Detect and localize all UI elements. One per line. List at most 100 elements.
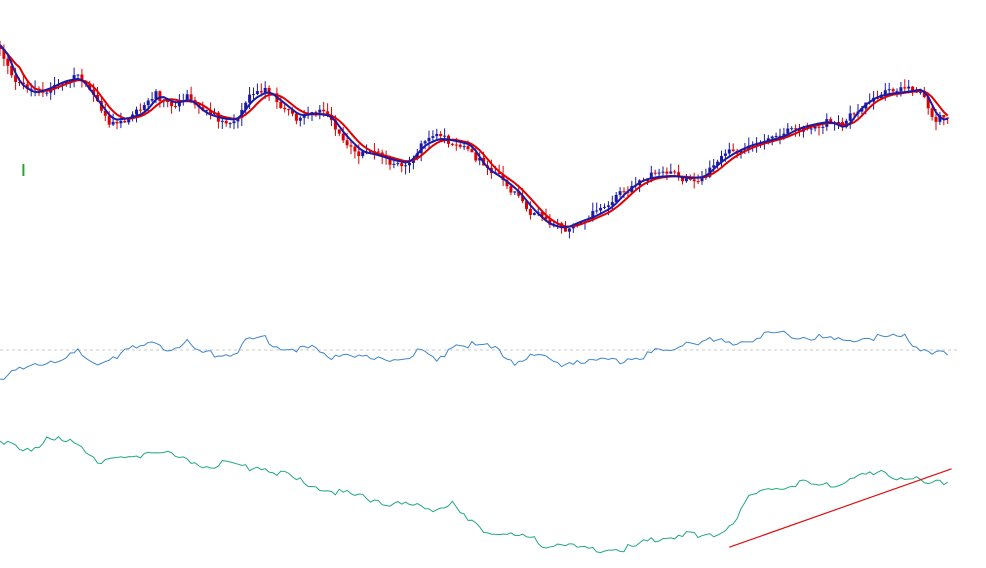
candle-body (337, 129, 341, 134)
candle-body (821, 126, 825, 128)
candle-body (314, 112, 318, 114)
candle-body (29, 88, 33, 90)
candle-body (450, 143, 454, 145)
candle-body (918, 91, 922, 93)
candle-body (177, 101, 181, 107)
candle-body (80, 74, 84, 82)
candle-body (614, 194, 618, 203)
candle-body (544, 216, 548, 220)
candle-body (606, 205, 610, 207)
candle-body (903, 87, 907, 89)
candle-body (532, 213, 536, 215)
candle-body (891, 89, 895, 92)
candle-body (435, 134, 439, 137)
candle-body (259, 91, 263, 93)
candle-body (158, 91, 162, 102)
candle-body (946, 117, 950, 119)
candle-body (517, 191, 521, 196)
candle-body (564, 228, 567, 232)
candle-body (809, 128, 813, 130)
moving-average-slow (0, 44, 949, 228)
candle-body (166, 100, 170, 103)
candle-body (119, 120, 123, 124)
candle-body (88, 84, 92, 90)
candle-body (10, 65, 14, 76)
candle-body (513, 191, 517, 193)
candle-body (209, 110, 213, 115)
candle-body (76, 74, 80, 76)
candle-body (657, 172, 661, 174)
candle-body (673, 171, 677, 173)
candle-body (72, 75, 76, 82)
candle-body (829, 119, 833, 123)
candle-body (790, 128, 794, 130)
candle-body (887, 89, 891, 91)
candle-body (14, 75, 18, 82)
candle-body (942, 115, 946, 118)
candle-body (154, 91, 158, 100)
candle-body (318, 109, 322, 113)
candle-body (770, 136, 774, 139)
candle-body (283, 107, 287, 110)
candle-body (263, 87, 267, 93)
candle-body (345, 140, 349, 146)
candle-body (376, 151, 380, 153)
candle-body (294, 113, 298, 121)
candle-body (778, 135, 782, 137)
candle-body (64, 81, 68, 84)
candle-body (934, 116, 938, 122)
candle-body (224, 120, 228, 124)
candle-body (388, 158, 392, 165)
candles (0, 40, 950, 239)
candle-body (618, 191, 622, 195)
candle-body (899, 87, 903, 92)
candle-body (111, 121, 115, 125)
candle-body (232, 121, 236, 124)
candle-body (392, 163, 396, 165)
candle-body (509, 186, 513, 193)
candle-body (142, 105, 146, 110)
candle-body (25, 84, 29, 89)
candle-body (123, 120, 127, 123)
candle-body (720, 155, 723, 162)
candle-body (852, 113, 856, 115)
candle-body (322, 109, 326, 112)
candle-body (895, 91, 899, 93)
candle-body (150, 99, 154, 101)
candle-body (684, 178, 688, 182)
candle-body (107, 115, 111, 125)
candle-body (396, 163, 400, 165)
candle-body (521, 195, 525, 202)
candle-body (798, 129, 801, 132)
candle-body (907, 86, 911, 89)
candle-body (138, 109, 142, 111)
candle-body (599, 207, 603, 211)
candle-body (677, 172, 681, 177)
candle-body (423, 141, 427, 144)
candle-body (244, 102, 248, 110)
candle-body (505, 180, 509, 187)
candle-body (786, 128, 790, 134)
candle-body (427, 137, 431, 142)
candle-body (591, 210, 595, 221)
candle-body (189, 94, 193, 101)
indicator-trendline (729, 468, 952, 548)
candle-body (653, 172, 657, 174)
candle-body (236, 117, 240, 122)
candle-body (248, 94, 252, 103)
candle-body (474, 152, 478, 161)
candle-body (848, 113, 852, 121)
candle-body (782, 133, 786, 136)
candle-body (21, 82, 25, 85)
candle-body (774, 135, 778, 137)
candle-body (353, 146, 357, 152)
candle-body (18, 81, 21, 83)
candle-body (185, 94, 189, 102)
candle-body (700, 177, 704, 182)
candle-body (528, 208, 532, 215)
candle-body (220, 120, 224, 122)
candle-body (731, 149, 735, 152)
candle-body (739, 150, 743, 154)
candle-body (661, 171, 665, 173)
